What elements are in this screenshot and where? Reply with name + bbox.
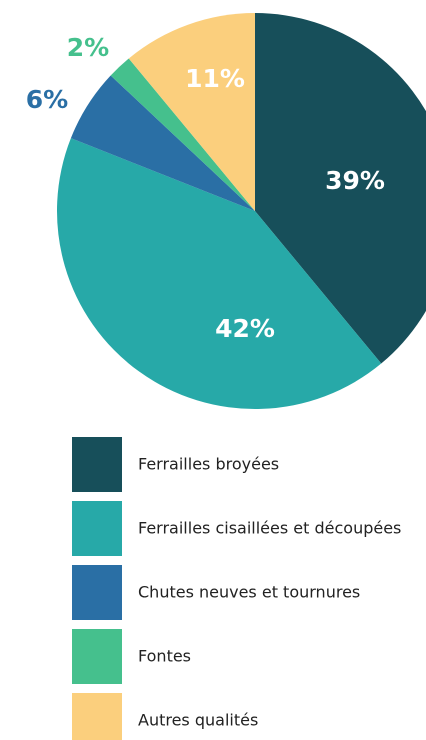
legend-label: Ferrailles broyées <box>138 455 279 474</box>
slice-label: 11% <box>185 64 245 93</box>
pie-slice <box>110 58 255 211</box>
legend-label: Chutes neuves et tournures <box>138 583 360 602</box>
pie-slice <box>56 138 382 410</box>
slice-label: 39% <box>325 166 385 195</box>
legend-label: Fontes <box>138 647 191 666</box>
slice-label: 2% <box>67 33 109 62</box>
slice-label: 42% <box>215 314 275 343</box>
legend-swatch <box>72 629 122 684</box>
legend-label: Ferrailles cisaillées et découpées <box>138 519 401 538</box>
legend-swatch <box>72 501 122 556</box>
pie-slice <box>70 75 255 211</box>
pie-slice <box>255 13 426 364</box>
legend-swatch <box>72 693 122 740</box>
legend-swatch <box>72 565 122 620</box>
legend-swatch <box>72 437 122 492</box>
legend-label: Autres qualités <box>138 711 258 730</box>
slice-label: 6% <box>26 85 68 114</box>
pie-slice <box>128 13 255 211</box>
